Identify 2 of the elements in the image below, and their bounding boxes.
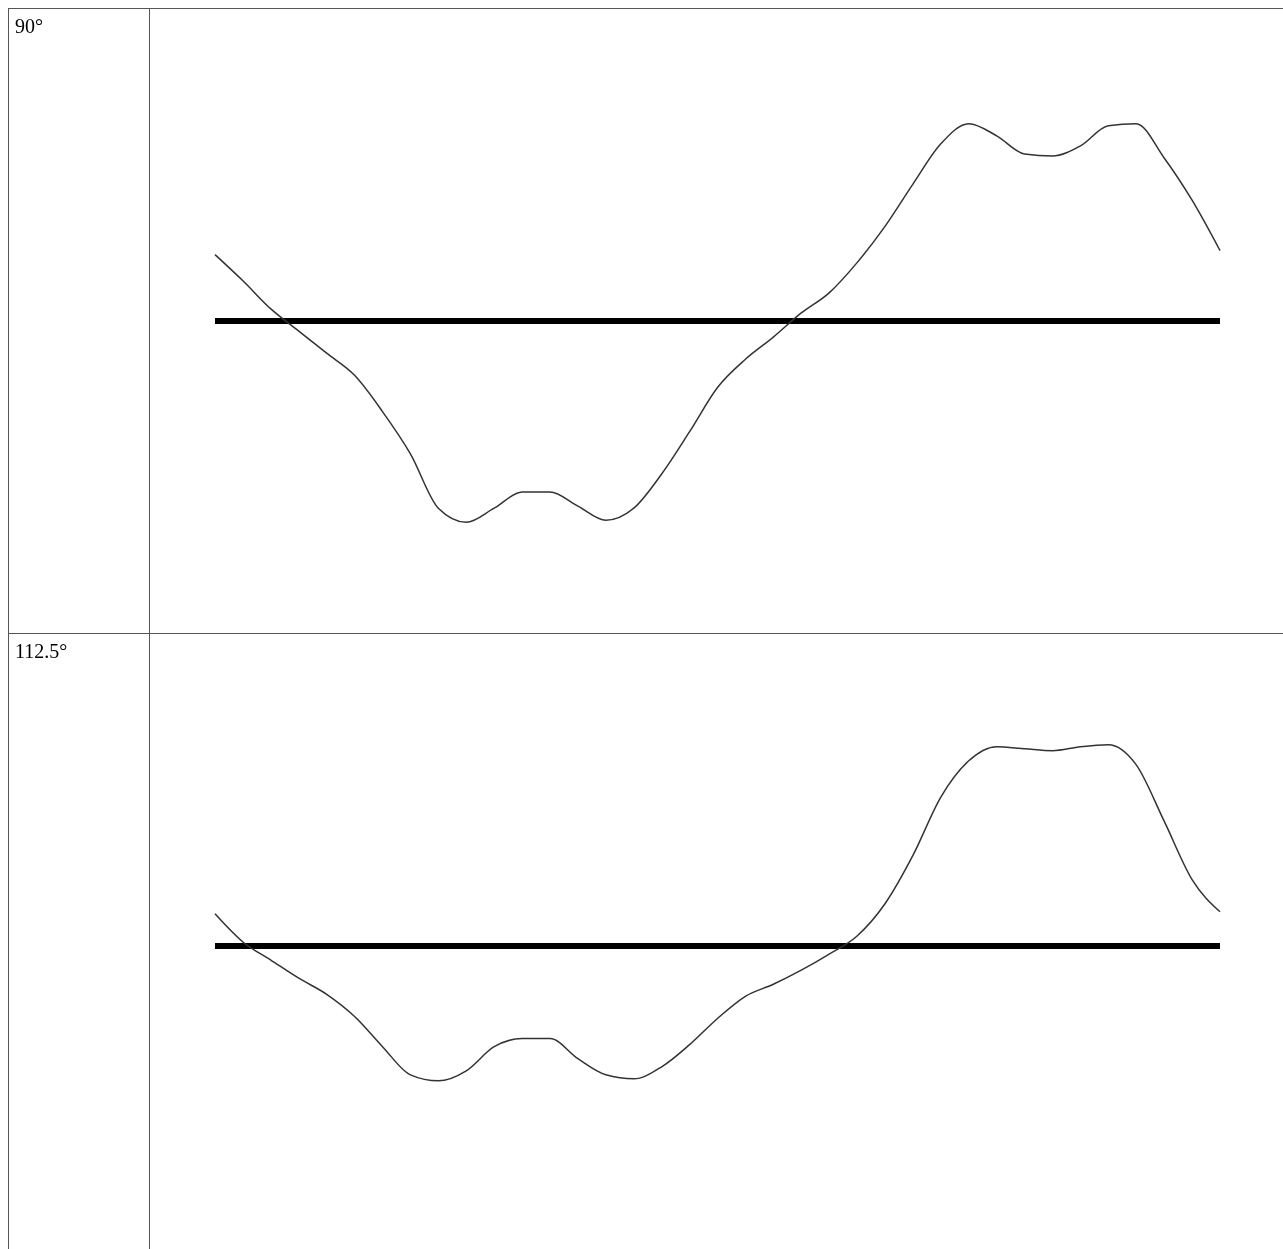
y-axis-title: 90° — [15, 15, 43, 37]
y-axis-title: 112.5° — [15, 640, 68, 662]
